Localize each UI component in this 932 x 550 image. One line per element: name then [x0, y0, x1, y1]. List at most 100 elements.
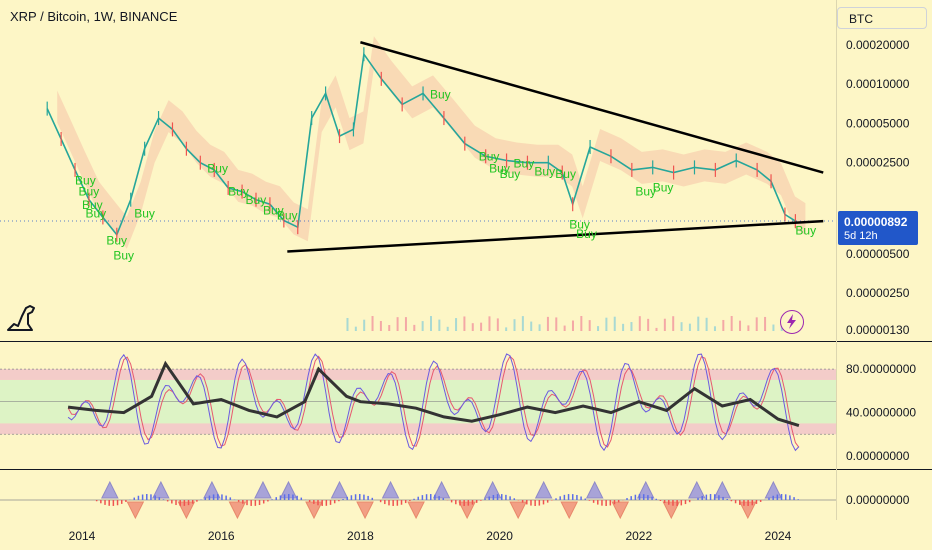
osc-histogram-bar	[592, 500, 595, 503]
osc-histogram-bar	[513, 498, 516, 500]
osc-histogram-bar	[484, 498, 486, 500]
osc-histogram-bar	[705, 494, 708, 500]
symbol-button[interactable]: BTC	[837, 7, 927, 29]
osc-histogram-bar	[772, 495, 774, 500]
signal-down	[228, 501, 247, 520]
osc-histogram-bar	[797, 499, 799, 500]
osc-histogram-bar	[354, 494, 357, 500]
rsi-series	[67, 353, 800, 452]
osc-histogram-bar	[141, 494, 144, 500]
osc-histogram-bar	[534, 500, 536, 506]
trendlines	[287, 41, 824, 253]
buy-label: Buy	[430, 87, 451, 101]
osc-histogram-bar	[154, 495, 156, 500]
osc-histogram-bar	[718, 495, 720, 500]
osc-histogram-bar	[651, 496, 653, 500]
osc-histogram-bar	[267, 500, 269, 502]
osc-histogram-bar	[271, 499, 273, 500]
time-tick-label: 2020	[486, 529, 513, 543]
axes: 0.00020000 0.00010000 0.00005000 0.00002500…	[69, 38, 917, 543]
buy-label: Buy	[82, 198, 103, 212]
osc-histogram-bar	[262, 500, 265, 504]
volume-bar	[739, 320, 742, 331]
time-tick-label: 2016	[208, 529, 235, 543]
osc-histogram-bar	[409, 500, 411, 501]
buy-label: Buy	[246, 193, 267, 207]
osc-histogram-bar	[709, 494, 712, 500]
volume-bar	[722, 319, 725, 331]
volume-bar	[597, 326, 600, 331]
volume-bar	[363, 319, 366, 331]
osc-histogram-bar	[701, 495, 703, 500]
signal-down	[356, 501, 374, 520]
osc-histogram-bar	[338, 500, 340, 502]
volume-bar	[613, 316, 616, 331]
osc-histogram-bar	[120, 500, 123, 504]
osc-histogram-bar	[221, 494, 223, 500]
osc-histogram-bar	[768, 497, 770, 500]
signal-up	[152, 480, 170, 499]
osc-histogram-bar	[789, 495, 791, 500]
osc-histogram-bar	[642, 494, 645, 500]
osc-histogram-bar	[576, 494, 578, 500]
volume-bar	[421, 321, 424, 331]
dinosaur-icon[interactable]	[4, 302, 40, 334]
osc-histogram-bar	[166, 500, 169, 502]
volume-bar	[555, 317, 558, 331]
price-tick-label: 0.00005000	[846, 116, 910, 130]
lightning-icon[interactable]	[780, 310, 804, 334]
signal-down	[407, 501, 425, 520]
osc-histogram-bar	[555, 498, 557, 500]
osc-histogram-bar	[697, 497, 699, 500]
signal-down	[177, 501, 196, 520]
osc-histogram-bar	[308, 500, 311, 502]
osc-histogram-bar	[580, 496, 582, 500]
osc-histogram-bar	[597, 500, 599, 505]
osc-histogram-bar	[530, 500, 532, 506]
buy-label: Buy	[653, 181, 674, 195]
osc-histogram-bar	[359, 494, 361, 500]
signal-down	[662, 501, 681, 520]
time-tick-label: 2024	[765, 529, 792, 543]
osc-histogram-bar	[521, 500, 524, 503]
osc-histogram-bar	[492, 494, 495, 500]
volume-bar	[638, 316, 641, 331]
osc-histogram-bar	[613, 500, 616, 505]
osc-histogram-bar	[780, 494, 783, 500]
buy-label: Buy	[514, 156, 535, 170]
volume-bar	[530, 321, 533, 331]
signal-up	[101, 480, 119, 499]
volume-bar	[764, 316, 767, 331]
osc-histogram-bar	[668, 500, 670, 505]
volume-bar	[672, 316, 675, 331]
buy-label: Buy	[228, 184, 249, 198]
osc-histogram-bar	[759, 500, 762, 502]
osc-histogram-bar	[488, 496, 490, 500]
signal-up	[432, 480, 451, 499]
osc-histogram-bar	[237, 500, 240, 502]
signal-down	[611, 501, 630, 520]
signal-up	[636, 480, 655, 499]
signal-up	[203, 480, 221, 499]
osc-histogram-bar	[208, 495, 211, 500]
rsi-fast-line	[67, 353, 800, 452]
volume-bar	[379, 320, 382, 331]
osc-histogram-bar	[559, 496, 561, 500]
signal-up	[713, 480, 732, 499]
volume-bar	[563, 325, 566, 331]
rsi-tick-label: 80.00000000	[846, 362, 916, 376]
rsi-average-line	[67, 360, 800, 428]
osc-histogram-bar	[333, 500, 336, 504]
volume-bar	[446, 326, 449, 331]
osc-histogram-bar	[413, 498, 415, 500]
volume-bar	[546, 316, 549, 331]
osc-histogram-bar	[346, 496, 348, 500]
buy-label: Buy	[75, 174, 96, 188]
volume-bar	[480, 322, 483, 331]
osc-histogram-bar	[254, 500, 257, 506]
signal-up	[254, 480, 272, 499]
osc-histogram-bar	[450, 500, 453, 503]
volume-bar	[680, 322, 683, 331]
rsi-band-lower	[0, 423, 836, 435]
